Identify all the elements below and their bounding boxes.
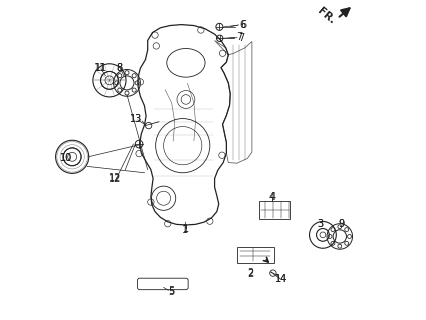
Text: 2: 2 — [247, 268, 253, 278]
Text: 5: 5 — [168, 286, 174, 296]
Text: 7: 7 — [236, 32, 242, 42]
Text: 10: 10 — [60, 153, 72, 164]
Text: 12: 12 — [109, 174, 121, 184]
Text: 11: 11 — [95, 63, 107, 73]
Text: 9: 9 — [338, 219, 344, 229]
Text: 9: 9 — [338, 219, 344, 229]
Bar — [259, 201, 291, 219]
Text: 1: 1 — [183, 224, 189, 235]
Text: 8: 8 — [117, 63, 123, 73]
Text: 12: 12 — [109, 173, 121, 183]
Text: 7: 7 — [238, 33, 245, 43]
Text: 13: 13 — [130, 114, 143, 124]
Text: 1: 1 — [182, 225, 188, 235]
Text: 4: 4 — [269, 192, 275, 202]
Text: 14: 14 — [275, 274, 287, 284]
Text: 5: 5 — [168, 287, 174, 297]
Text: 3: 3 — [317, 219, 323, 229]
Text: 6: 6 — [239, 20, 245, 30]
Text: 10: 10 — [60, 153, 72, 164]
Bar — [237, 247, 273, 263]
Text: 4: 4 — [269, 192, 275, 202]
Text: 11: 11 — [94, 63, 106, 73]
Text: 8: 8 — [116, 63, 122, 73]
Text: FR.: FR. — [316, 6, 337, 26]
Text: 6: 6 — [240, 20, 246, 30]
Text: 14: 14 — [275, 275, 287, 284]
Text: 2: 2 — [248, 269, 254, 279]
Text: 3: 3 — [317, 219, 323, 229]
Text: 13: 13 — [130, 114, 143, 124]
